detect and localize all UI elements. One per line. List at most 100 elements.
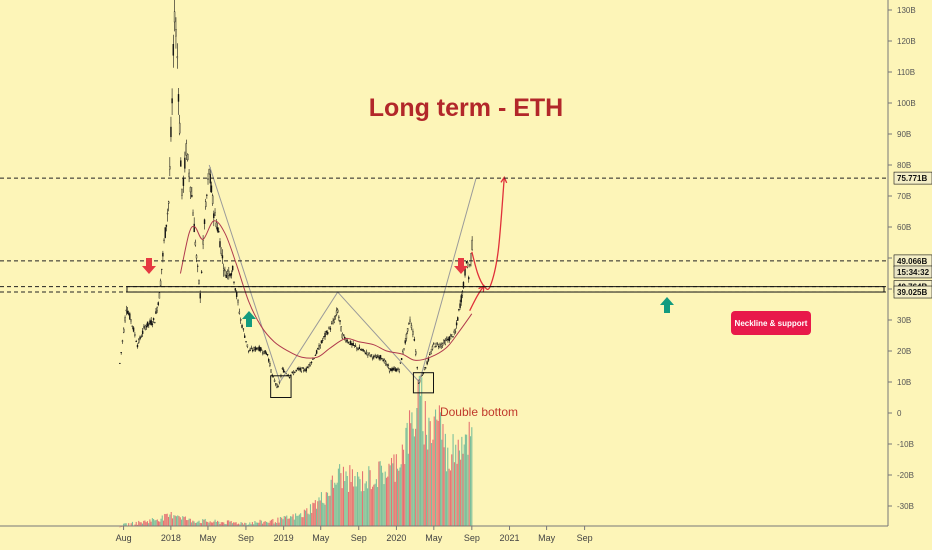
candle-body xyxy=(460,295,462,303)
volume-bar xyxy=(189,518,191,526)
candle-body xyxy=(306,367,309,369)
candle-body xyxy=(438,346,440,348)
candle-body xyxy=(251,349,254,351)
volume-bar xyxy=(246,524,248,526)
volume-bar xyxy=(155,520,157,526)
volume-bar xyxy=(427,449,429,526)
candle-body xyxy=(259,347,262,351)
volume-bar xyxy=(464,434,466,526)
candle-body xyxy=(400,358,403,361)
x-tick-label: Aug xyxy=(116,533,132,543)
candle-body xyxy=(295,369,297,371)
volume-bar xyxy=(196,522,198,526)
x-tick-label: 2020 xyxy=(386,533,406,543)
volume-bar xyxy=(398,470,400,526)
volume-bar xyxy=(417,379,419,526)
candle-body xyxy=(335,310,338,315)
candle-body xyxy=(347,342,350,344)
candle-body xyxy=(435,342,437,347)
volume-bar xyxy=(241,522,243,526)
volume-bar xyxy=(256,522,259,526)
candle-body xyxy=(409,319,411,322)
candle-body xyxy=(163,239,165,242)
volume-bar xyxy=(399,467,401,526)
volume-bar xyxy=(212,522,214,526)
candle-body xyxy=(189,186,192,193)
price-label-box xyxy=(893,265,932,279)
volume-bar xyxy=(361,471,364,526)
volume-bar xyxy=(139,522,141,526)
candle-body xyxy=(445,338,448,341)
candle-body xyxy=(392,367,394,371)
x-tick-label: 2019 xyxy=(274,533,294,543)
candle-body xyxy=(171,98,173,104)
volume-bar xyxy=(340,473,342,526)
candle-body xyxy=(158,292,161,299)
candle-body xyxy=(136,345,139,348)
candle-body xyxy=(234,288,237,291)
candle-body xyxy=(131,325,133,327)
volume-bar xyxy=(314,500,316,526)
y-tick-label: 130B xyxy=(897,6,916,15)
volume-bar xyxy=(140,522,142,526)
candle-body xyxy=(121,340,124,342)
candle-body xyxy=(291,371,293,373)
candle-body xyxy=(150,320,152,325)
candle-body xyxy=(353,344,356,346)
candle-body xyxy=(373,355,375,358)
volume-bar xyxy=(208,522,210,526)
volume-bar xyxy=(377,487,379,526)
volume-bar xyxy=(170,511,172,526)
candle-body xyxy=(426,361,428,365)
volume-bar xyxy=(238,523,240,526)
candle-body xyxy=(235,292,238,297)
volume-bar xyxy=(210,522,212,526)
candle-body xyxy=(331,323,333,325)
volume-bar xyxy=(356,472,359,526)
volume-bar xyxy=(268,522,270,526)
volume-bar xyxy=(231,523,233,526)
volume-bar xyxy=(369,470,371,526)
candle-body xyxy=(383,359,386,364)
candle-body xyxy=(448,336,450,341)
volume-bar xyxy=(159,521,161,526)
candle-body xyxy=(470,253,472,261)
volume-bar xyxy=(319,500,321,526)
volume-bar xyxy=(463,444,465,526)
candle-body xyxy=(449,335,452,340)
volume-bar xyxy=(311,512,313,526)
volume-bar xyxy=(452,434,454,526)
volume-bar xyxy=(204,518,206,526)
candle-body xyxy=(193,223,195,233)
volume-bar xyxy=(374,483,376,526)
volume-bar xyxy=(367,488,369,526)
volume-bar xyxy=(173,515,175,526)
candle-body xyxy=(346,339,348,342)
candle-body xyxy=(228,270,230,276)
volume-bar xyxy=(172,518,174,526)
volume-bar xyxy=(187,520,189,526)
candle-body xyxy=(215,222,217,228)
volume-bar xyxy=(228,520,230,526)
volume-bar xyxy=(136,524,139,526)
candle-body xyxy=(219,241,221,248)
candle-body xyxy=(233,281,235,283)
volume-bar xyxy=(274,522,276,526)
volume-bar xyxy=(436,419,438,526)
candle-body xyxy=(469,264,471,266)
candle-body xyxy=(159,280,162,287)
candle-body xyxy=(119,362,121,364)
volume-bar xyxy=(181,519,183,526)
neckline-callout-text: Neckline & support xyxy=(735,319,808,328)
volume-bar xyxy=(355,486,357,526)
volume-bar xyxy=(402,449,405,526)
candle-body xyxy=(338,316,340,318)
volume-bar xyxy=(334,482,336,526)
volume-bar xyxy=(298,514,300,526)
down-arrow-icon xyxy=(142,258,156,274)
candle-body xyxy=(229,273,231,277)
volume-bar xyxy=(242,524,245,526)
